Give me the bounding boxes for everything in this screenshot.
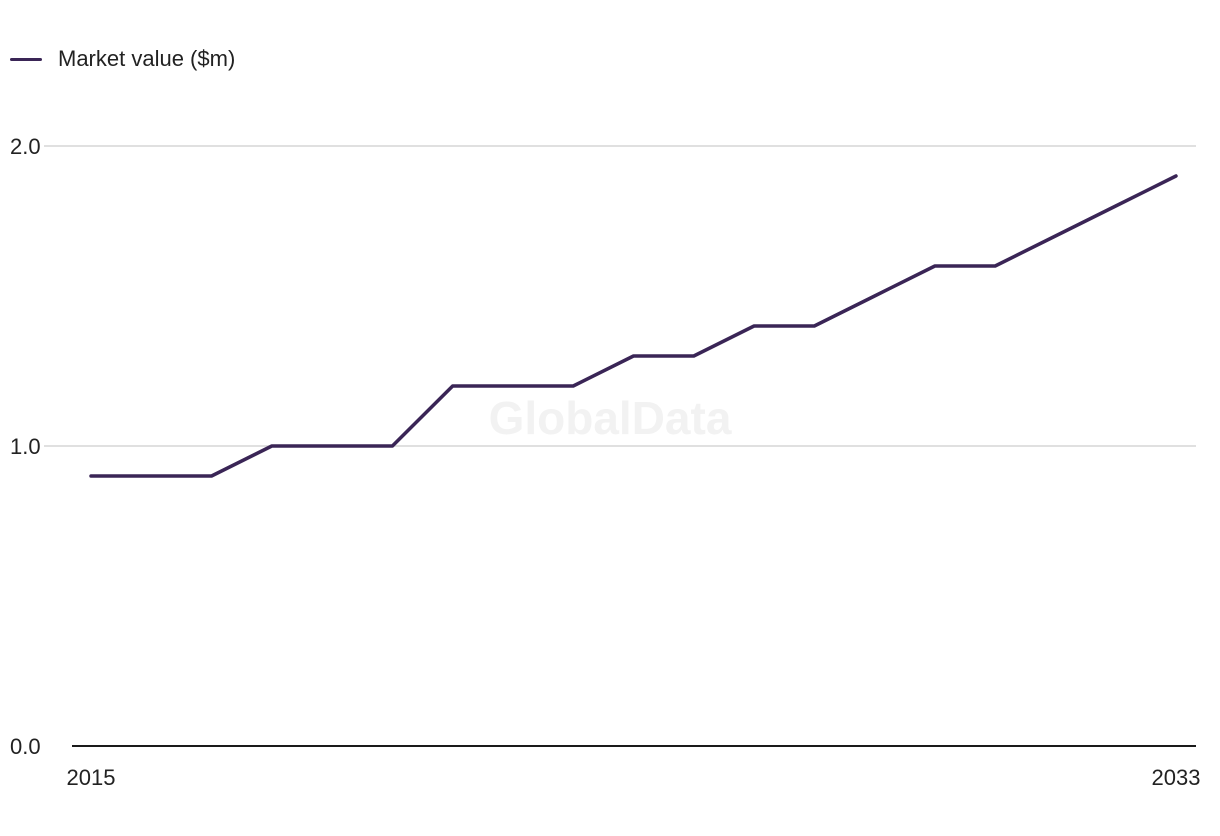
legend-label: Market value ($m) bbox=[58, 46, 236, 71]
x-tick-label: 2015 bbox=[67, 765, 116, 790]
series-line-market-value bbox=[89, 174, 1178, 478]
legend-swatch bbox=[10, 57, 42, 61]
watermark: GlobalData bbox=[489, 392, 732, 444]
x-tick-label: 2033 bbox=[1152, 765, 1201, 790]
y-tick-label: 0.0 bbox=[10, 734, 41, 759]
legend: Market value ($m) bbox=[10, 46, 235, 72]
y-tick-label: 1.0 bbox=[10, 434, 41, 459]
y-tick-label: 2.0 bbox=[10, 134, 41, 159]
